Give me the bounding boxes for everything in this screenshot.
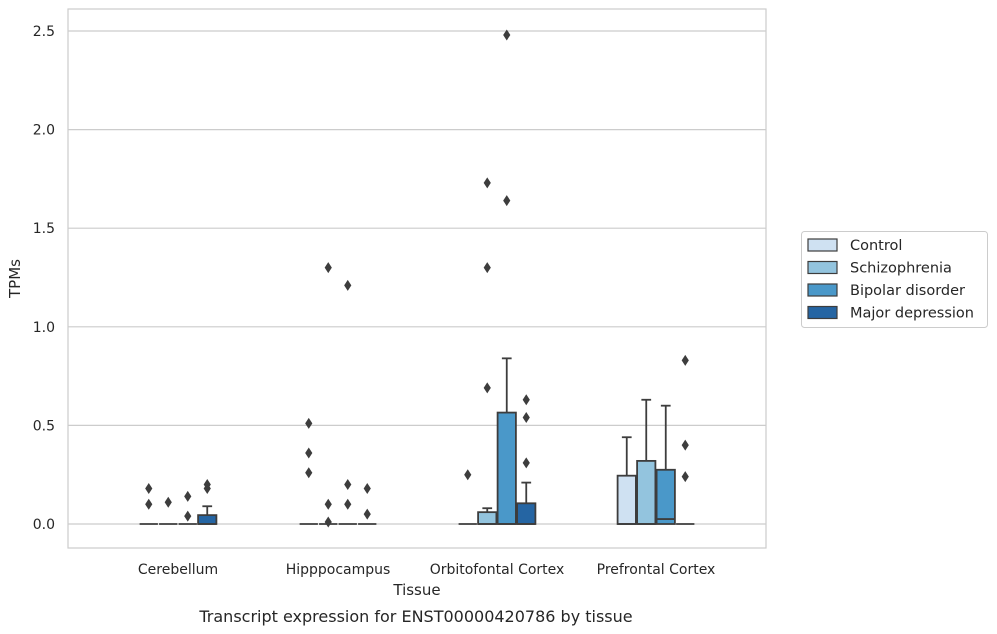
outlier-point [344, 279, 352, 291]
outlier-point [344, 479, 352, 491]
plot-area-frame [67, 8, 767, 549]
box [496, 411, 517, 525]
box [197, 514, 218, 525]
y-tick-label: 0.5 [33, 418, 55, 434]
box [477, 511, 498, 525]
outlier-point [305, 467, 313, 479]
box-group [178, 490, 197, 525]
box-group [477, 177, 498, 525]
legend-label: Schizophrenia [850, 261, 952, 277]
legend-label: Major depression [850, 306, 974, 322]
outlier-point [203, 479, 211, 491]
outlier-point [483, 382, 491, 394]
outlier-point [522, 412, 530, 424]
outlier-point [344, 498, 352, 510]
box-group [159, 496, 178, 525]
x-tick-label: Prefrontal Cortex [597, 562, 716, 578]
y-tick-label: 1.5 [33, 221, 55, 237]
y-tick-label: 2.5 [33, 24, 55, 40]
legend-label: Control [850, 238, 902, 254]
x-tick-labels: Cerebellum Hipppocampus Orbitofontal Corte… [138, 562, 715, 578]
y-tick-label: 0.0 [33, 517, 55, 533]
outlier-point [483, 177, 491, 189]
box-group [616, 436, 637, 525]
box [516, 502, 537, 525]
outlier-point [363, 508, 371, 520]
outlier-point [145, 498, 153, 510]
chart-caption: Transcript expression for ENST0000042078… [198, 607, 632, 626]
outlier-point [305, 447, 313, 459]
y-tick-label: 2.0 [33, 123, 55, 139]
x-tick-label: Cerebellum [138, 562, 218, 578]
box-group [636, 398, 657, 525]
outlier-point [503, 29, 511, 41]
outlier-point [522, 394, 530, 406]
gridlines [68, 30, 766, 525]
box-groups [139, 29, 695, 528]
outlier-point [305, 417, 313, 429]
outlier-point [464, 469, 472, 481]
box-group [676, 354, 695, 525]
legend-swatch [807, 305, 838, 320]
outlier-point [164, 496, 172, 508]
outlier-point [324, 498, 332, 510]
box-group [299, 417, 318, 525]
outlier-point [522, 457, 530, 469]
box-group [197, 479, 218, 525]
outlier-point [681, 354, 689, 366]
box [636, 459, 657, 525]
outlier-point [503, 195, 511, 207]
legend-swatch [807, 283, 838, 297]
box [655, 468, 676, 525]
box-group [139, 483, 158, 525]
outlier-point [324, 516, 332, 528]
legend-swatch [807, 260, 838, 275]
legend-frame [801, 231, 988, 328]
box-group [319, 262, 338, 528]
x-axis-label: Tissue [392, 581, 440, 599]
outlier-point [363, 483, 371, 495]
box-group [358, 483, 377, 525]
box-group [655, 404, 676, 525]
legend-swatch [807, 238, 838, 252]
box-group [338, 279, 357, 525]
x-tick-label: Orbitofontal Cortex [430, 562, 565, 578]
outlier-point [324, 262, 332, 274]
y-tick-labels: 0.0 0.5 1.0 1.5 2.0 2.5 [33, 24, 55, 533]
y-axis-label: TPMs [6, 259, 24, 299]
outlier-point [145, 483, 153, 495]
outlier-point [681, 471, 689, 483]
outlier-point [184, 490, 192, 502]
box-group [496, 29, 517, 525]
outlier-point [483, 262, 491, 274]
box-group [458, 469, 477, 525]
x-tick-label: Hipppocampus [286, 562, 391, 578]
legend: Control Schizophrenia Bipolar disorder Majo… [801, 231, 988, 328]
legend-label: Bipolar disorder [850, 283, 965, 299]
box [616, 474, 637, 525]
box-group [516, 394, 537, 525]
outlier-point [681, 439, 689, 451]
y-tick-label: 1.0 [33, 320, 55, 336]
outlier-point [184, 510, 192, 522]
